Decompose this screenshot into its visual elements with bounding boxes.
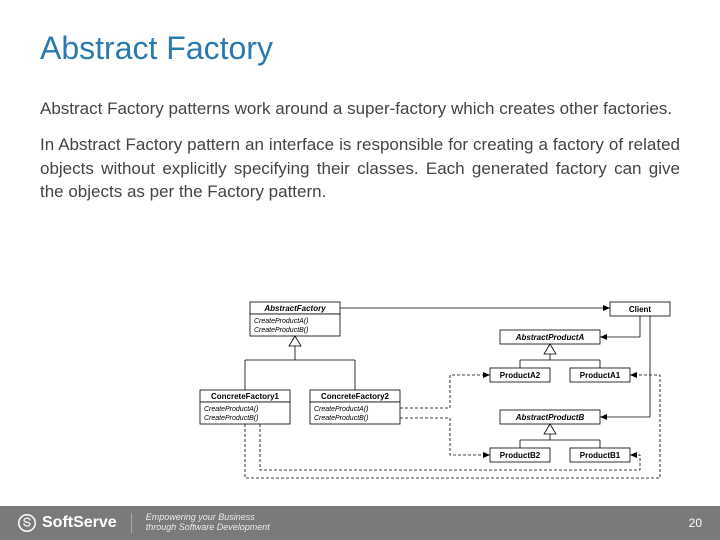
body-text: Abstract Factory patterns work around a … [40,97,680,204]
uml-generalization-icon [544,424,556,434]
uml-box-abstract-factory: AbstractFactory CreateProductA() CreateP… [250,302,340,336]
footer-divider [131,513,132,533]
uml-label: AbstractProductA [515,333,585,342]
uml-box-product-b1: ProductB1 [570,448,630,462]
tagline-line-2: through Software Development [146,523,270,533]
uml-box-abstract-product-a: AbstractProductA [500,330,600,344]
page-title: Abstract Factory [40,30,680,67]
slide: Abstract Factory Abstract Factory patter… [0,0,720,540]
uml-label: ConcreteFactory2 [321,392,390,401]
uml-label: ProductB2 [500,451,541,460]
uml-arrowhead-icon [630,452,637,458]
brand-name: SoftServe [42,514,117,532]
uml-op: CreateProductB() [314,415,368,422]
footer-tagline: Empowering your Business through Softwar… [146,513,270,533]
uml-box-product-a2: ProductA2 [490,368,550,382]
uml-label: Client [629,305,652,314]
uml-op: CreateProductA() [254,318,308,325]
uml-label: ConcreteFactory1 [211,392,280,401]
uml-label: AbstractFactory [263,304,326,313]
uml-arrowhead-icon [630,372,637,378]
page-number: 20 [689,516,702,530]
uml-op: CreateProductB() [204,415,258,422]
uml-arrowhead-icon [483,372,490,378]
uml-label: ProductA1 [580,371,621,380]
uml-label: ProductA2 [500,371,541,380]
uml-generalization-icon [289,336,301,346]
uml-op: CreateProductA() [204,406,258,413]
uml-label: AbstractProductB [515,413,585,422]
uml-op: CreateProductA() [314,406,368,413]
softserve-icon [18,514,36,532]
uml-op: CreateProductB() [254,327,308,334]
uml-box-abstract-product-b: AbstractProductB [500,410,600,424]
uml-box-client: Client [610,302,670,316]
uml-box-concrete-factory-1: ConcreteFactory1 CreateProductA() Create… [200,390,290,424]
paragraph-1: Abstract Factory patterns work around a … [40,97,680,121]
uml-box-concrete-factory-2: ConcreteFactory2 CreateProductA() Create… [310,390,400,424]
uml-arrowhead-icon [600,414,607,420]
uml-generalization-icon [544,344,556,354]
uml-arrowhead-icon [600,334,607,340]
uml-arrowhead-icon [603,305,610,311]
uml-diagram: AbstractFactory CreateProductA() CreateP… [190,300,680,490]
uml-box-product-b2: ProductB2 [490,448,550,462]
paragraph-2: In Abstract Factory pattern an interface… [40,133,680,204]
uml-dependency [400,375,490,408]
footer: SoftServe Empowering your Business throu… [0,506,720,540]
uml-label: ProductB1 [580,451,621,460]
uml-dependency [245,375,660,478]
uml-dependency [400,418,490,455]
uml-arrowhead-icon [483,452,490,458]
uml-box-product-a1: ProductA1 [570,368,630,382]
brand-logo: SoftServe [18,514,117,532]
